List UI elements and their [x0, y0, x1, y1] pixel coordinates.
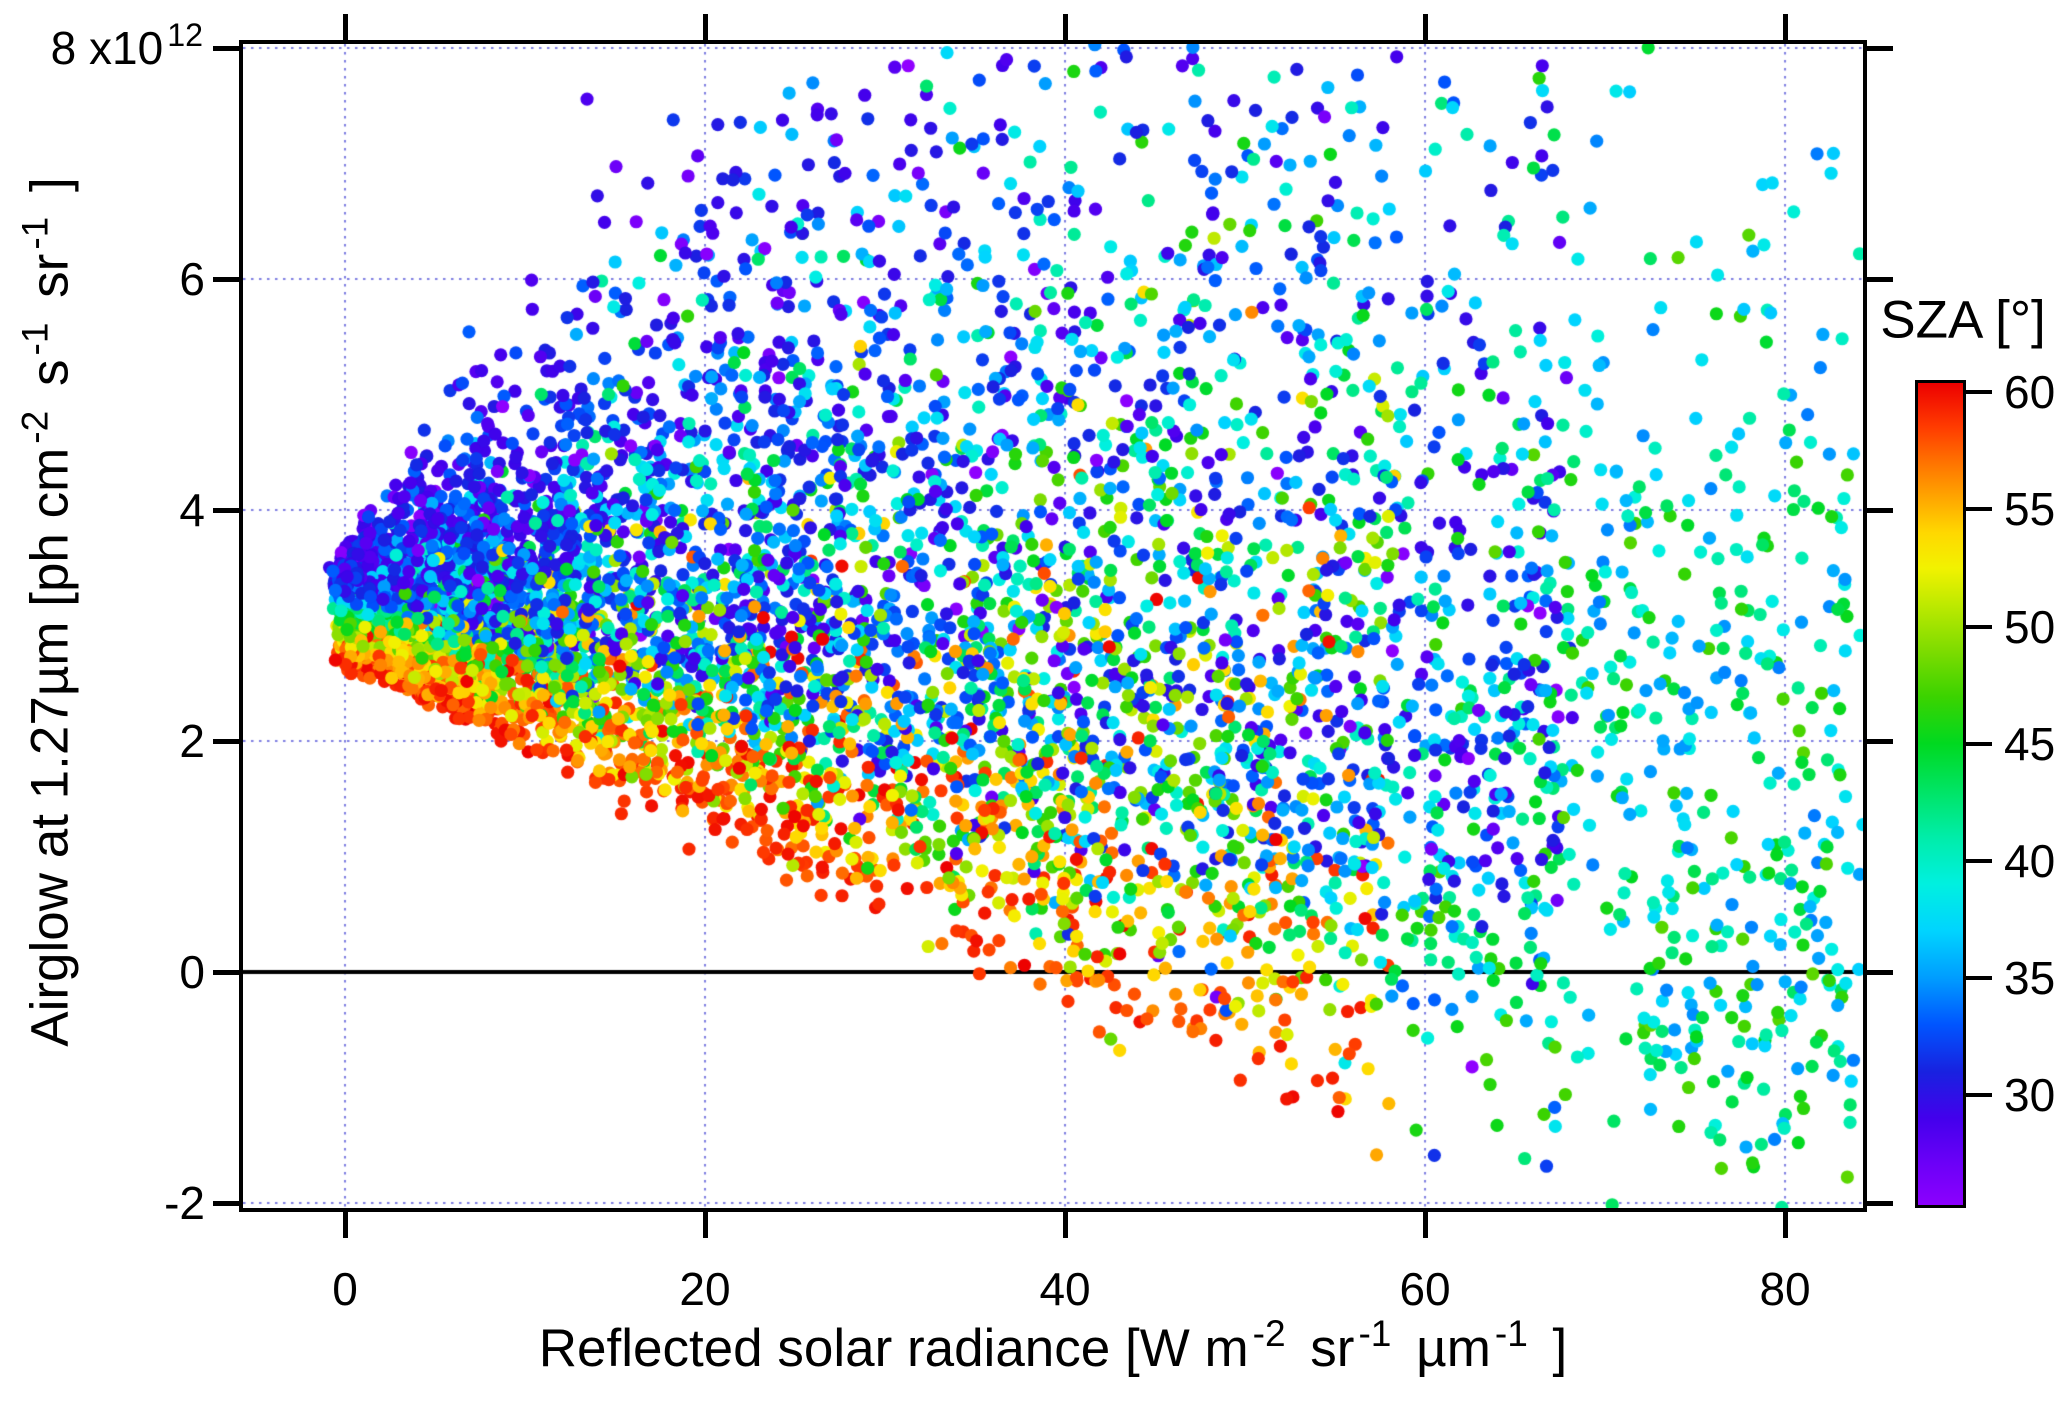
y-tick-label: 0	[179, 946, 205, 999]
y-tick-label: 8 x10 12	[50, 17, 203, 75]
y-axis-title: Airglow at 1.27µm [ph cm-2 s-1 sr-1 ]	[13, 177, 81, 1047]
y-axis-tick-left	[213, 969, 239, 975]
colorbar-tick	[1966, 1092, 1992, 1097]
label-superscript: -1	[13, 322, 56, 356]
y-tick-label: -2	[164, 1177, 205, 1230]
colorbar-tick	[1966, 858, 1992, 863]
colorbar-tick-label: 55	[2004, 483, 2056, 536]
y-axis-tick-left	[213, 507, 239, 513]
label-text: µm	[1401, 1319, 1491, 1378]
y-tick-exponent: 12	[167, 17, 203, 54]
x-axis-tick-top	[1422, 14, 1428, 40]
x-axis-tick-top	[342, 14, 348, 40]
colorbar-tick	[1966, 741, 1992, 746]
y-axis-tick-right	[1867, 738, 1893, 744]
colorbar-title: SZA [°]	[1880, 290, 2046, 350]
y-tick-label: 2	[179, 715, 205, 768]
y-tick-label: 4	[179, 484, 205, 537]
x-axis-tick-bottom	[702, 1212, 708, 1238]
x-tick-label: 60	[1399, 1263, 1451, 1315]
y-axis-tick-left	[213, 1200, 239, 1206]
colorbar-tick	[1966, 507, 1992, 512]
colorbar-tick-label: 50	[2004, 600, 2056, 653]
colorbar-tick-label: 60	[2004, 366, 2056, 419]
x-axis-tick-bottom	[1062, 1212, 1068, 1238]
colorbar-tick-label: 40	[2004, 834, 2056, 887]
x-tick-label: 80	[1759, 1263, 1811, 1315]
colorbar-tick-label: 30	[2004, 1068, 2056, 1121]
y-axis-tick-right	[1867, 1200, 1893, 1206]
x-axis-tick-top	[702, 14, 708, 40]
colorbar	[1915, 380, 1966, 1208]
label-text: ]	[1537, 1319, 1568, 1378]
x-axis-tick-top	[1062, 14, 1068, 40]
colorbar-tick	[1966, 975, 1992, 980]
x-axis-tick-bottom	[1422, 1212, 1428, 1238]
label-superscript: -1	[1358, 1311, 1392, 1354]
x-tick-label: 0	[332, 1263, 358, 1315]
x-axis-title: Reflected solar radiance [W m -2 sr -1 µm -…	[538, 1312, 1568, 1379]
label-text: sr	[1295, 1319, 1355, 1378]
colorbar-tick	[1966, 624, 1992, 629]
label-text: Reflected solar radiance [W m	[538, 1319, 1249, 1378]
label-superscript: -1	[1494, 1311, 1528, 1354]
y-axis-tick-left	[213, 276, 239, 282]
x-axis-tick-top	[1782, 14, 1788, 40]
colorbar-tick-label: 35	[2004, 951, 2056, 1004]
label-superscript: -2	[1252, 1311, 1286, 1354]
y-axis-tick-right	[1867, 507, 1893, 513]
x-axis-tick-bottom	[342, 1212, 348, 1238]
x-axis-tick-bottom	[1782, 1212, 1788, 1238]
colorbar-tick	[1966, 390, 1992, 395]
x-tick-label: 20	[679, 1263, 731, 1315]
y-axis-tick-right	[1867, 45, 1893, 51]
label-superscript: -2	[13, 410, 56, 444]
label-text: s	[20, 359, 80, 401]
label-text: ]	[20, 177, 80, 207]
y-tick-label: 6	[179, 253, 205, 306]
x-tick-label: 40	[1039, 1263, 1091, 1315]
y-axis-tick-left	[213, 738, 239, 744]
colorbar-tick-label: 45	[2004, 717, 2056, 770]
scatter-plot-canvas	[243, 44, 1863, 1208]
y-axis-tick-right	[1867, 276, 1893, 282]
y-axis-tick-left	[213, 45, 239, 51]
y-axis-tick-right	[1867, 969, 1893, 975]
label-superscript: -1	[13, 216, 56, 250]
